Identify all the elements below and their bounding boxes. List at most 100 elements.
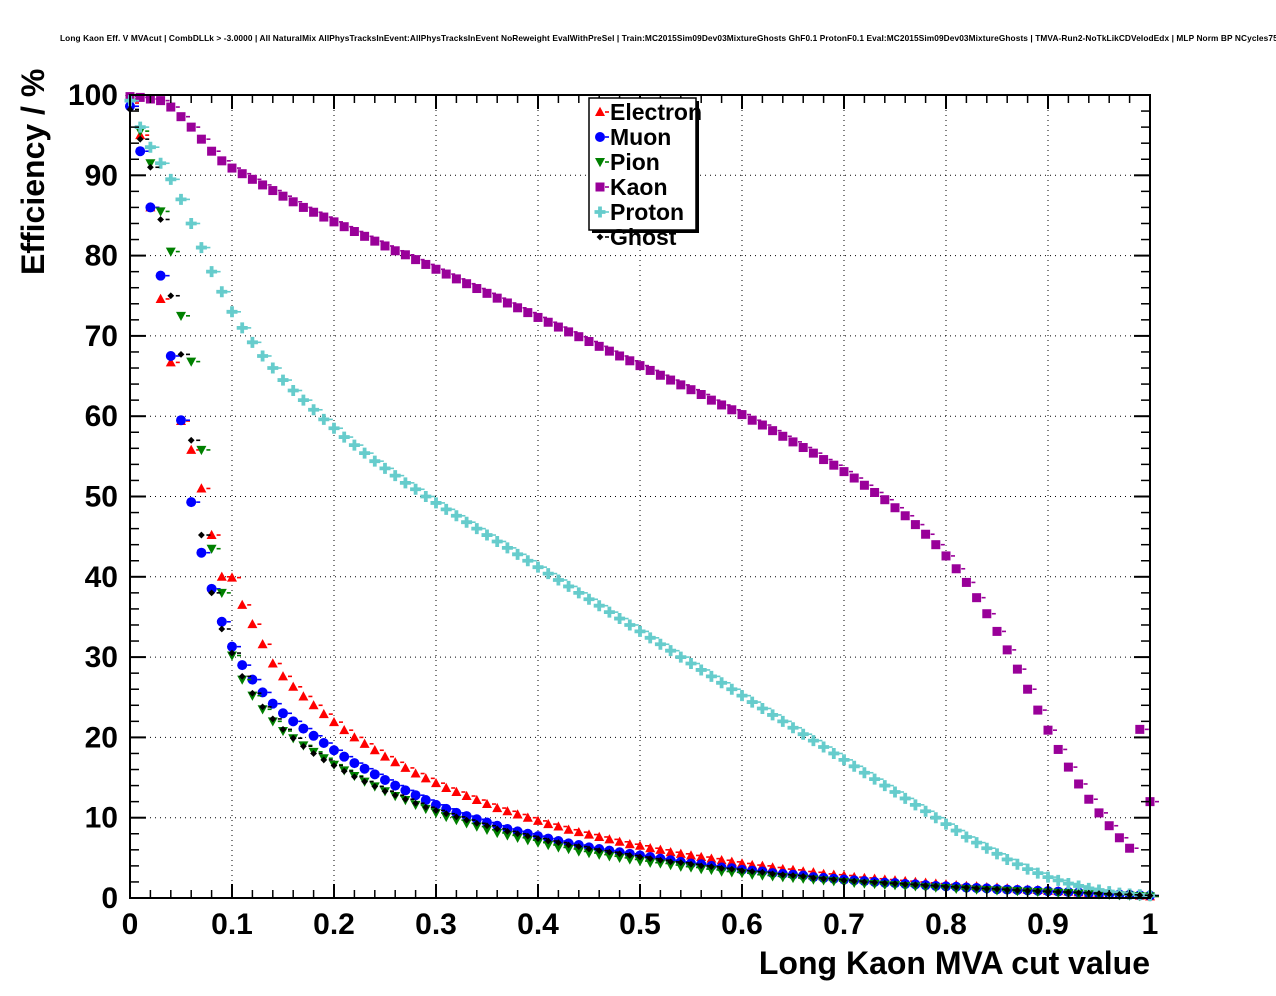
- marker-triangle-down: [206, 544, 217, 554]
- marker-diamond: [687, 860, 695, 868]
- marker-circle: [329, 745, 339, 756]
- data-point: [237, 599, 252, 609]
- marker-square: [543, 317, 553, 327]
- x-tick-label: 0.8: [925, 908, 967, 941]
- marker-triangle-down: [726, 868, 737, 878]
- marker-triangle-down: [522, 836, 533, 846]
- marker-square: [431, 264, 441, 274]
- data-point: [236, 322, 252, 334]
- marker-diamond: [565, 841, 572, 849]
- marker-triangle-up: [655, 844, 666, 854]
- marker-diamond: [187, 436, 195, 444]
- y-tick-label: 70: [85, 320, 118, 353]
- marker-cross: [624, 619, 636, 631]
- marker-triangle-up: [349, 732, 360, 742]
- marker-diamond: [596, 233, 604, 241]
- marker-square: [1135, 724, 1145, 734]
- marker-square: [594, 341, 604, 351]
- legend-marker-electron: [595, 106, 609, 116]
- data-point: [644, 632, 660, 644]
- marker-triangle-down: [461, 819, 472, 829]
- y-tick-label: 100: [68, 79, 118, 112]
- marker-diamond: [147, 163, 154, 171]
- data-point: [196, 445, 211, 456]
- data-point: [166, 102, 180, 112]
- marker-triangle-down: [543, 841, 554, 851]
- marker-triangle-up: [716, 855, 727, 865]
- marker-triangle-down: [645, 858, 656, 868]
- marker-cross: [318, 413, 330, 425]
- marker-cross: [736, 690, 748, 702]
- data-point: [471, 523, 486, 535]
- marker-diamond: [820, 875, 827, 883]
- data-point: [759, 868, 772, 876]
- data-point: [848, 760, 864, 772]
- data-point: [1012, 664, 1027, 674]
- y-tick-label: 0: [101, 882, 118, 915]
- legend-label-muon: Muon: [610, 124, 671, 150]
- page-title: Long Kaon Eff. V MVAcut | CombDLLk > -3.…: [60, 33, 1276, 43]
- marker-diamond: [871, 878, 878, 886]
- data-point: [298, 202, 313, 212]
- marker-square: [1002, 645, 1012, 655]
- y-tick-label: 10: [85, 802, 118, 835]
- data-point: [676, 380, 690, 390]
- marker-cross: [348, 439, 360, 451]
- data-point: [237, 169, 252, 179]
- marker-square: [655, 370, 665, 380]
- marker-square: [176, 112, 186, 122]
- marker-square: [849, 473, 859, 483]
- data-point: [728, 865, 741, 873]
- marker-triangle-up: [726, 856, 737, 866]
- data-point: [880, 495, 894, 505]
- marker-cross: [165, 173, 177, 185]
- marker-triangle-down: [716, 867, 727, 877]
- data-point: [1002, 645, 1017, 655]
- marker-cross: [675, 651, 687, 663]
- data-point: [227, 641, 241, 652]
- marker-triangle-up: [441, 782, 452, 792]
- marker-diamond: [626, 852, 634, 859]
- marker-cross: [909, 799, 921, 811]
- marker-square: [788, 437, 798, 447]
- marker-triangle-up: [686, 850, 696, 860]
- marker-cross: [277, 374, 289, 386]
- data-point: [584, 337, 598, 347]
- data-point: [1043, 725, 1057, 735]
- data-point: [157, 216, 170, 223]
- marker-diamond: [442, 810, 450, 818]
- data-point: [287, 385, 303, 397]
- marker-square: [298, 202, 308, 212]
- marker-square: [564, 327, 574, 337]
- marker-triangle-up: [533, 815, 543, 825]
- data-point: [400, 785, 415, 796]
- data-point: [555, 839, 568, 846]
- data-point: [603, 606, 619, 618]
- marker-circle: [359, 763, 370, 774]
- marker-square: [186, 122, 196, 132]
- data-point: [167, 292, 180, 300]
- data-point: [349, 732, 364, 742]
- data-point: [889, 786, 904, 798]
- marker-square: [390, 246, 400, 256]
- marker-square: [349, 227, 359, 237]
- data-point: [695, 664, 711, 676]
- data-point: [1094, 808, 1108, 818]
- data-point: [1053, 744, 1068, 754]
- marker-square: [247, 174, 257, 184]
- data-point: [360, 231, 374, 241]
- marker-cross: [512, 548, 524, 560]
- marker-cross: [1093, 884, 1105, 896]
- marker-triangle-down: [186, 357, 197, 367]
- data-point: [665, 645, 680, 657]
- marker-diamond: [667, 858, 674, 866]
- marker-cross: [797, 728, 809, 740]
- data-point: [768, 426, 782, 436]
- legend-box: [588, 97, 697, 231]
- data-point: [870, 487, 884, 497]
- data-point: [298, 691, 313, 701]
- marker-diamond: [453, 813, 460, 821]
- data-point: [675, 651, 690, 663]
- marker-diamond: [524, 832, 532, 840]
- data-point: [440, 503, 456, 515]
